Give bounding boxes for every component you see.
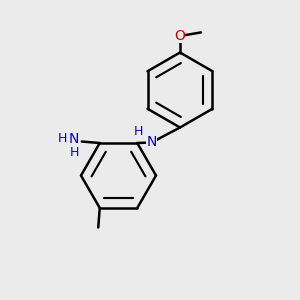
Text: H: H: [58, 132, 68, 145]
Text: H: H: [70, 146, 79, 158]
Text: H: H: [134, 124, 144, 138]
Text: O: O: [175, 29, 185, 43]
Text: N: N: [69, 131, 80, 146]
Text: N: N: [146, 136, 157, 149]
